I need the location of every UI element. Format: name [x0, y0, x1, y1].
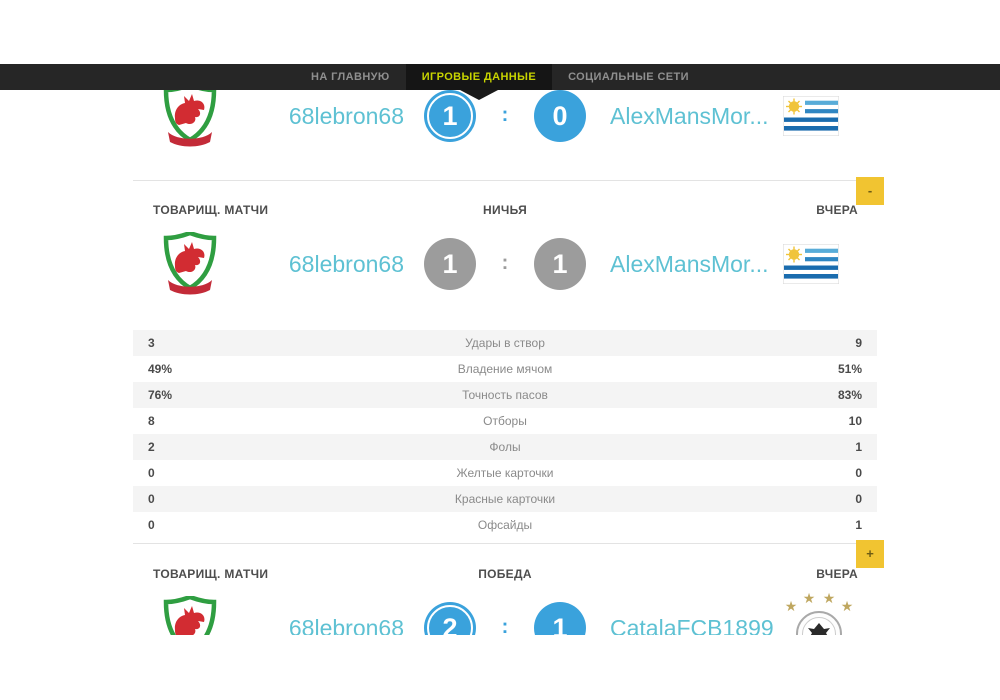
- wales-crest-icon: [161, 230, 219, 296]
- competition-label: ТОВАРИЩ. МАТЧИ: [153, 203, 269, 217]
- score-separator: :: [501, 252, 509, 274]
- collapse-button[interactable]: -: [856, 177, 884, 205]
- top-navbar: НА ГЛАВНУЮ ИГРОВЫЕ ДАННЫЕ СОЦИАЛЬНЫЕ СЕТ…: [0, 64, 1000, 90]
- away-team-name: CatalaFCB1899: [610, 615, 774, 635]
- match-row: 68lebron68 2 : 1 CatalaFCB1899 ★ ★ ★ ★: [133, 591, 877, 635]
- home-score-badge: 1: [424, 238, 476, 290]
- nav-pointer-icon: [460, 90, 498, 100]
- away-team-name: AlexMansMor...: [610, 103, 769, 129]
- uruguay-flag-icon: [782, 95, 840, 137]
- stat-row: 3 Удары в створ 9: [133, 330, 877, 356]
- germany-crest-icon: ★ ★ ★ ★: [781, 590, 857, 635]
- stat-row: 76% Точность пасов 83%: [133, 382, 877, 408]
- svg-text:★: ★: [803, 591, 816, 607]
- stat-row: 2 Фолы 1: [133, 434, 877, 460]
- wales-crest-icon: [161, 594, 219, 635]
- stat-row: 8 Отборы 10: [148, 414, 862, 428]
- nav-item-social[interactable]: СОЦИАЛЬНЫЕ СЕТИ: [568, 71, 689, 83]
- match-card-header: ТОВАРИЩ. МАТЧИ НИЧЬЯ ВЧЕРА: [133, 203, 877, 219]
- stat-row: 0 Офсайды 1: [148, 518, 862, 532]
- match-card-header: ТОВАРИЩ. МАТЧИ ПОБЕДА ВЧЕРА: [133, 567, 877, 583]
- uruguay-flag-icon: [782, 243, 840, 285]
- home-team-name: 68lebron68: [288, 103, 404, 129]
- away-score-badge: 0: [534, 90, 586, 142]
- stat-row: 0 Красные карточки 0: [133, 486, 877, 512]
- svg-text:★: ★: [823, 591, 836, 607]
- match-row: 68lebron68 1 : 1 AlexMansMor...: [133, 230, 877, 296]
- home-team-name: 68lebron68: [288, 615, 404, 635]
- svg-text:★: ★: [841, 599, 854, 615]
- stat-row: 0 Желтые карточки 0: [148, 466, 862, 480]
- wales-crest-icon: [161, 82, 219, 148]
- away-score-badge: 1: [534, 238, 586, 290]
- nav-item-home[interactable]: НА ГЛАВНУЮ: [311, 71, 390, 83]
- nav-item-game-data[interactable]: ИГРОВЫЕ ДАННЫЕ: [405, 64, 553, 90]
- expand-button[interactable]: +: [856, 540, 884, 568]
- away-score-badge: 1: [534, 602, 586, 635]
- content-area: 68lebron68 1 : 0 AlexMansMor...: [133, 82, 884, 635]
- stat-row: 49% Владение мячом 51%: [148, 362, 862, 376]
- match-stats-table: 3 Удары в створ 9 49% Владение мячом 51%…: [133, 330, 877, 538]
- home-team-name: 68lebron68: [288, 251, 404, 277]
- competition-label: ТОВАРИЩ. МАТЧИ: [153, 567, 269, 581]
- card-divider: [133, 180, 877, 181]
- date-label: ВЧЕРА: [816, 567, 858, 581]
- card-divider: [133, 543, 877, 544]
- match-row: 68lebron68 1 : 0 AlexMansMor...: [133, 82, 877, 148]
- home-score-badge: 2: [424, 602, 476, 635]
- score-separator: :: [501, 104, 509, 126]
- result-label: НИЧЬЯ: [482, 203, 527, 217]
- result-label: ПОБЕДА: [478, 567, 532, 581]
- score-separator: :: [501, 616, 509, 635]
- away-team-name: AlexMansMor...: [610, 251, 769, 277]
- date-label: ВЧЕРА: [816, 203, 858, 217]
- svg-text:★: ★: [785, 599, 798, 615]
